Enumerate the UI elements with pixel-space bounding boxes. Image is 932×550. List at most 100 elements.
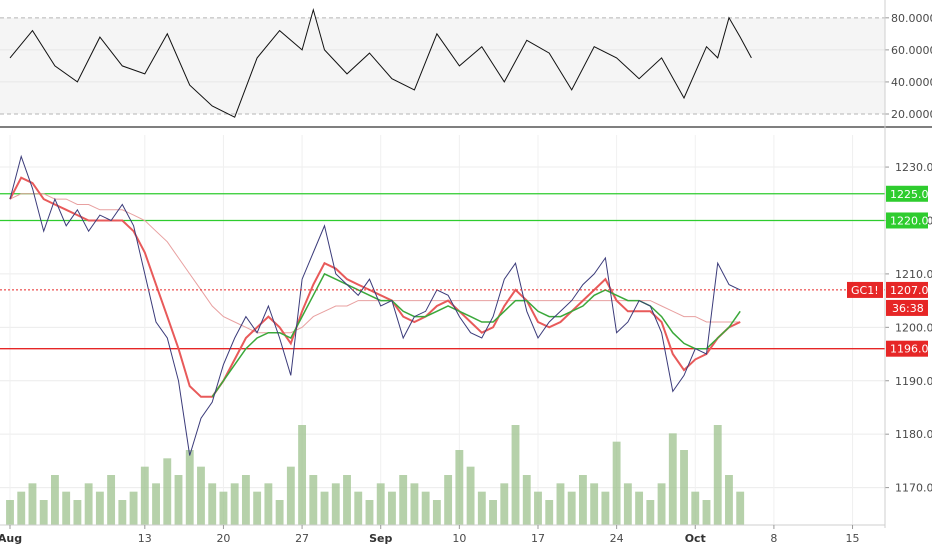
- level-badge-label: 1220.0: [890, 214, 929, 227]
- volume-bar: [275, 500, 284, 525]
- volume-bar: [646, 500, 655, 525]
- ma-slow-line: [9, 193, 741, 334]
- volume-bar: [545, 500, 554, 525]
- price-tick-label: 1180.0: [895, 428, 932, 441]
- volume-bar: [702, 500, 711, 525]
- volume-bar: [219, 491, 228, 525]
- volume-bar: [590, 483, 599, 525]
- volume-bars: [6, 425, 745, 525]
- volume-bar: [253, 491, 262, 525]
- volume-bar: [28, 483, 37, 525]
- rsi-band: [0, 17, 885, 114]
- volume-bar: [388, 491, 396, 525]
- horizontal-levels[interactable]: [0, 193, 885, 350]
- volume-bar: [477, 491, 486, 525]
- volume-bar: [241, 475, 250, 525]
- volume-bar: [163, 458, 172, 525]
- volume-bar: [444, 475, 453, 525]
- rsi-line: [9, 7, 752, 118]
- time-tick-label: 15: [846, 532, 860, 545]
- volume-bar: [298, 425, 307, 525]
- volume-bar: [601, 491, 610, 525]
- volume-bar: [534, 491, 542, 525]
- rsi-tick-label: 20.0000: [891, 108, 932, 121]
- countdown-badge: [886, 299, 928, 316]
- volume-bar: [118, 500, 127, 525]
- volume-bar: [511, 425, 520, 525]
- volume-bar: [331, 483, 340, 525]
- volume-bar: [309, 475, 318, 525]
- volume-bar: [466, 466, 475, 525]
- time-tick-label: Oct: [685, 532, 706, 545]
- volume-bar: [365, 500, 374, 525]
- volume-bar: [6, 500, 14, 525]
- current-price-badge: [886, 281, 928, 298]
- symbol-badge-label: GC1!: [851, 284, 879, 297]
- rsi-axis: 80.0000 60.0000 40.0000 20.0000: [885, 12, 932, 121]
- volume-bar: [612, 441, 621, 525]
- volume-bar: [567, 491, 576, 525]
- time-tick-label: 24: [610, 532, 624, 545]
- price-axis: 1230.0 1220.0 1210.0 1200.0 1190.0 1180.0 1170…: [885, 161, 932, 495]
- rsi-panel: 80.0000 60.0000 40.0000 20.0000: [0, 7, 932, 121]
- volume-bar: [522, 475, 531, 525]
- time-tick-label: 27: [295, 532, 309, 545]
- volume-bar: [556, 483, 565, 525]
- time-tick-label: Aug: [0, 532, 22, 545]
- volume-bar: [376, 483, 385, 525]
- volume-bar: [230, 483, 239, 525]
- volume-bar: [264, 483, 273, 525]
- price-line: [9, 154, 741, 456]
- volume-bar: [84, 483, 93, 525]
- time-tick-label: 10: [452, 532, 466, 545]
- ma-fast-line: [9, 176, 741, 398]
- price-tick-label: 1190.0: [895, 375, 932, 388]
- volume-bar: [343, 475, 351, 525]
- rsi-tick-label: 80.0000: [891, 12, 932, 25]
- time-tick-label: 17: [531, 532, 545, 545]
- volume-bar: [39, 500, 48, 525]
- time-tick-label: Sep: [369, 532, 392, 545]
- volume-bar: [197, 466, 205, 525]
- volume-bar: [107, 475, 116, 525]
- level-badge-label: 1196.0: [890, 343, 929, 356]
- rsi-grid: [0, 17, 885, 115]
- volume-bar: [17, 491, 26, 525]
- symbol-badge: [847, 281, 883, 298]
- volume-bar: [140, 466, 149, 525]
- volume-bar: [713, 425, 722, 525]
- countdown-label: 36:38: [892, 302, 924, 315]
- current-price-label: 1207.0: [890, 284, 929, 297]
- time-tick-label: 13: [138, 532, 152, 545]
- volume-bar: [635, 491, 644, 525]
- volume-bar: [286, 466, 295, 525]
- volume-bar: [62, 491, 71, 525]
- volume-bar: [129, 491, 138, 525]
- volume-bar: [174, 475, 183, 525]
- price-tick-label: 1230.0: [895, 161, 932, 174]
- volume-bar: [725, 475, 733, 525]
- ma-green-line: [211, 272, 741, 398]
- time-tick-label: 20: [216, 532, 230, 545]
- volume-bar: [578, 475, 587, 525]
- rsi-tick-label: 40.0000: [891, 76, 932, 89]
- level-badge: [886, 185, 928, 202]
- volume-bar: [432, 500, 441, 525]
- volume-bar: [320, 491, 329, 525]
- volume-bar: [399, 475, 408, 525]
- volume-bar: [691, 491, 700, 525]
- volume-bar: [489, 500, 497, 525]
- level-badge: [886, 340, 928, 357]
- volume-bar: [500, 483, 509, 525]
- price-tick-label: 1170.0: [895, 482, 932, 495]
- volume-bar: [51, 475, 59, 525]
- price-tick-label: 1200.0: [895, 321, 932, 334]
- volume-bar: [410, 483, 419, 525]
- volume-bar: [354, 491, 363, 525]
- volume-bar: [455, 450, 464, 525]
- volume-bar: [152, 483, 160, 525]
- volume-bar: [421, 491, 430, 525]
- volume-bar: [185, 450, 194, 525]
- rsi-tick-label: 60.0000: [891, 44, 932, 57]
